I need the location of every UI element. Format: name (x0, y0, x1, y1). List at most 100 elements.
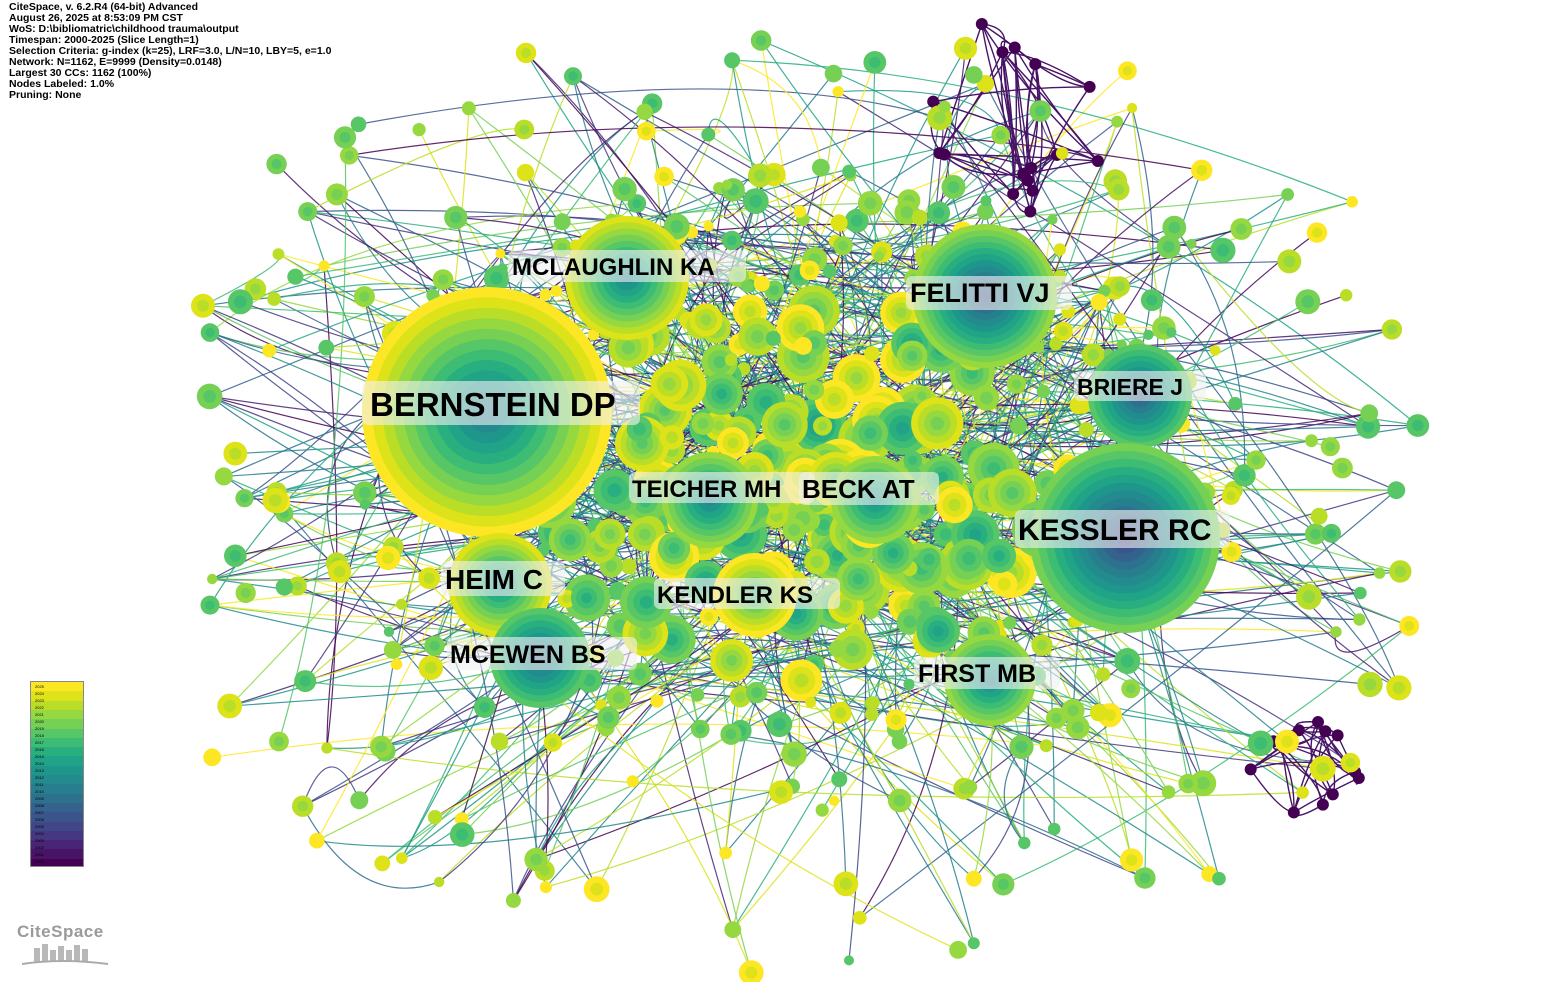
reference-node[interactable] (203, 748, 222, 767)
reference-node[interactable] (650, 694, 664, 708)
reference-node[interactable] (833, 236, 853, 256)
reference-node[interactable] (214, 467, 233, 486)
reference-node[interactable] (200, 323, 220, 342)
reference-node[interactable] (865, 707, 879, 721)
reference-node[interactable] (262, 487, 288, 514)
reference-node[interactable] (689, 303, 723, 337)
reference-node[interactable] (1047, 822, 1061, 836)
reference-node[interactable] (724, 353, 738, 366)
reference-node[interactable] (1166, 327, 1177, 338)
reference-node[interactable] (550, 285, 563, 297)
reference-node[interactable] (1010, 417, 1027, 435)
reference-node[interactable] (553, 213, 571, 231)
reference-node[interactable] (543, 733, 563, 752)
reference-node[interactable] (965, 870, 982, 887)
reference-node[interactable] (1006, 374, 1027, 394)
reference-node[interactable] (701, 344, 738, 380)
reference-node[interactable] (857, 191, 883, 216)
reference-node[interactable] (703, 221, 714, 232)
reference-node[interactable] (780, 659, 823, 702)
reference-node[interactable] (266, 153, 287, 175)
reference-node[interactable] (815, 803, 829, 817)
reference-node[interactable] (1295, 289, 1321, 315)
reference-node[interactable] (597, 706, 620, 729)
reference-node[interactable] (1389, 560, 1412, 583)
reference-node[interactable] (1275, 729, 1299, 754)
reference-node[interactable] (473, 696, 496, 718)
cluster-node[interactable] (1083, 80, 1096, 93)
reference-node[interactable] (350, 116, 367, 133)
reference-node[interactable] (836, 557, 881, 601)
reference-node[interactable] (824, 64, 843, 83)
reference-node[interactable] (1190, 770, 1217, 797)
reference-node[interactable] (612, 176, 637, 202)
reference-node[interactable] (434, 876, 445, 888)
reference-node[interactable] (1246, 450, 1266, 470)
reference-node[interactable] (1304, 523, 1327, 545)
reference-node[interactable] (325, 183, 348, 206)
reference-node[interactable] (973, 385, 1000, 411)
reference-node[interactable] (701, 127, 716, 142)
reference-node[interactable] (217, 693, 243, 719)
reference-node[interactable] (1121, 679, 1141, 699)
cluster-node[interactable] (1319, 725, 1332, 738)
node-felitti[interactable] (913, 224, 1057, 368)
reference-node[interactable] (765, 330, 781, 346)
reference-node[interactable] (1353, 613, 1366, 626)
reference-node[interactable] (844, 208, 869, 233)
reference-node[interactable] (196, 383, 223, 410)
reference-node[interactable] (812, 158, 830, 177)
reference-node[interactable] (1075, 398, 1091, 414)
reference-node[interactable] (1306, 222, 1328, 243)
reference-node[interactable] (1120, 848, 1144, 872)
reference-node[interactable] (490, 732, 509, 751)
reference-node[interactable] (594, 518, 626, 550)
label-kendler[interactable]: KENDLER KS (654, 578, 840, 609)
reference-node[interactable] (719, 846, 732, 860)
reference-node[interactable] (949, 538, 989, 579)
reference-node[interactable] (1096, 667, 1111, 682)
reference-node[interactable] (717, 427, 749, 459)
reference-node[interactable] (524, 847, 548, 872)
reference-node[interactable] (690, 688, 705, 702)
reference-node[interactable] (620, 558, 637, 575)
reference-node[interactable] (340, 146, 359, 165)
reference-node[interactable] (424, 635, 445, 656)
reference-node[interactable] (1046, 707, 1067, 729)
reference-node[interactable] (1406, 414, 1430, 437)
reference-node[interactable] (1178, 773, 1198, 794)
reference-node[interactable] (626, 775, 639, 788)
reference-node[interactable] (1191, 159, 1213, 181)
reference-node[interactable] (724, 921, 742, 938)
reference-node[interactable] (370, 735, 393, 758)
reference-node[interactable] (227, 289, 253, 315)
reference-node[interactable] (650, 365, 689, 403)
reference-node[interactable] (831, 771, 848, 788)
reference-node[interactable] (449, 822, 475, 847)
reference-node[interactable] (432, 269, 454, 290)
reference-node[interactable] (1118, 61, 1137, 81)
reference-node[interactable] (350, 791, 369, 810)
label-mcewen[interactable]: MCEWEN BS (447, 637, 637, 670)
reference-node[interactable] (729, 686, 752, 708)
reference-node[interactable] (949, 941, 967, 959)
reference-node[interactable] (911, 209, 928, 226)
reference-node[interactable] (864, 604, 879, 620)
reference-node[interactable] (539, 288, 552, 301)
reference-node[interactable] (637, 121, 656, 141)
reference-node[interactable] (1309, 755, 1336, 782)
reference-node[interactable] (917, 547, 941, 572)
reference-node[interactable] (321, 742, 333, 754)
reference-node[interactable] (444, 205, 468, 230)
reference-node[interactable] (548, 518, 592, 562)
reference-node[interactable] (829, 701, 852, 724)
reference-node[interactable] (191, 293, 215, 318)
reference-node[interactable] (885, 709, 907, 731)
reference-node[interactable] (505, 893, 521, 908)
reference-node[interactable] (1061, 698, 1085, 722)
reference-node[interactable] (738, 960, 764, 982)
reference-node[interactable] (1107, 178, 1130, 201)
reference-node[interactable] (1009, 734, 1034, 760)
reference-node[interactable] (328, 560, 352, 584)
reference-node[interactable] (1360, 404, 1379, 423)
